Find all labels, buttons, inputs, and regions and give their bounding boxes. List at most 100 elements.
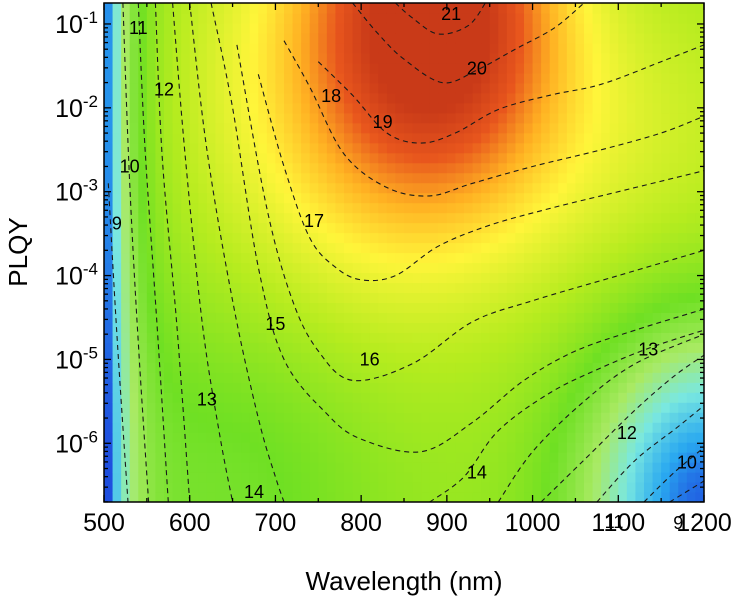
heat-cell — [241, 282, 251, 294]
heat-cell — [292, 72, 302, 84]
heat-cell — [138, 162, 148, 174]
heat-cell — [129, 332, 139, 343]
heat-cell — [138, 352, 148, 363]
heat-cell — [635, 472, 645, 483]
heat-cell — [138, 112, 148, 124]
heat-cell — [472, 22, 482, 34]
heat-cell — [566, 232, 577, 244]
heat-cell — [249, 32, 259, 44]
heat-cell — [129, 3, 139, 14]
heat-cell — [541, 112, 551, 124]
heat-cell — [361, 492, 371, 502]
heat-cell — [421, 3, 431, 14]
heat-cell — [189, 162, 199, 174]
heat-cell — [164, 392, 174, 403]
heat-cell — [344, 262, 354, 274]
heat-cell — [146, 3, 157, 14]
heat-cell — [661, 442, 671, 453]
heat-cell — [532, 362, 542, 373]
heat-cell — [626, 272, 637, 284]
heat-cell — [566, 212, 577, 224]
heat-cell — [498, 32, 508, 44]
heat-cell — [198, 342, 208, 353]
heat-cell — [309, 82, 319, 94]
heat-cell — [395, 292, 405, 303]
heat-cell — [378, 332, 388, 343]
heat-cell — [301, 172, 311, 184]
heat-cell — [224, 72, 234, 84]
heat-cell — [652, 402, 662, 413]
heat-cell — [206, 422, 217, 433]
heat-cell — [249, 232, 259, 244]
heat-cell — [326, 492, 337, 502]
heat-cell — [532, 492, 542, 502]
heat-cell — [515, 252, 525, 264]
heat-cell — [352, 92, 362, 104]
heat-cell — [566, 182, 577, 194]
heat-cell — [181, 3, 191, 14]
heat-cell — [215, 322, 225, 333]
heat-cell — [198, 102, 208, 114]
heat-cell — [369, 232, 379, 244]
heat-cell — [481, 32, 491, 44]
contour-line-19 — [317, 44, 704, 144]
heat-cell — [575, 242, 585, 254]
heat-cell — [481, 402, 491, 413]
heat-cell — [626, 382, 637, 393]
heat-cell — [249, 352, 259, 363]
heat-cell — [129, 492, 139, 502]
heat-cell — [609, 312, 619, 323]
heat-cell — [292, 22, 302, 34]
heat-cell — [678, 302, 688, 313]
heat-cell — [644, 62, 654, 74]
y-tick-label: 10-3 — [55, 176, 98, 207]
heat-cell — [584, 12, 594, 24]
heat-cell — [181, 32, 191, 44]
heat-cell — [661, 142, 671, 154]
heat-cell — [592, 122, 602, 134]
heat-cell — [284, 172, 294, 184]
heat-cell — [652, 302, 662, 313]
heat-cell — [549, 382, 559, 393]
heat-cell — [266, 312, 277, 323]
heat-cell — [258, 312, 268, 323]
heat-cell — [189, 412, 199, 423]
heat-cell — [138, 252, 148, 264]
heat-cell — [198, 252, 208, 264]
heat-cell — [292, 342, 302, 353]
heat-cell — [481, 112, 491, 124]
heat-cell — [489, 432, 499, 443]
heat-cell — [489, 42, 499, 54]
heat-cell — [129, 192, 139, 204]
heat-cell — [635, 132, 645, 144]
heat-cell — [412, 362, 422, 373]
heat-cell — [241, 3, 251, 14]
heat-cell — [198, 242, 208, 254]
heat-cell — [266, 452, 277, 463]
heat-cell — [224, 172, 234, 184]
heat-cell — [446, 402, 457, 413]
heat-cell — [404, 32, 414, 44]
heat-cell — [558, 342, 568, 353]
heat-cell — [378, 372, 388, 383]
heat-cell — [404, 172, 414, 184]
heat-cell — [635, 492, 645, 502]
heat-cell — [361, 212, 371, 224]
heat-cell — [669, 422, 679, 433]
heat-cell — [164, 92, 174, 104]
heat-cell — [498, 142, 508, 154]
heat-cell — [361, 322, 371, 333]
heat-cell — [241, 52, 251, 64]
heat-cell — [618, 472, 628, 483]
heat-cell — [378, 492, 388, 502]
heat-cell — [395, 142, 405, 154]
heat-cell — [164, 492, 174, 502]
heat-cell — [275, 342, 285, 353]
heat-cell — [309, 452, 319, 463]
heat-cell — [326, 262, 337, 274]
heat-cell — [378, 312, 388, 323]
heat-cell — [678, 222, 688, 234]
heat-cell — [378, 352, 388, 363]
heat-cell — [361, 202, 371, 214]
heat-cell — [275, 442, 285, 453]
